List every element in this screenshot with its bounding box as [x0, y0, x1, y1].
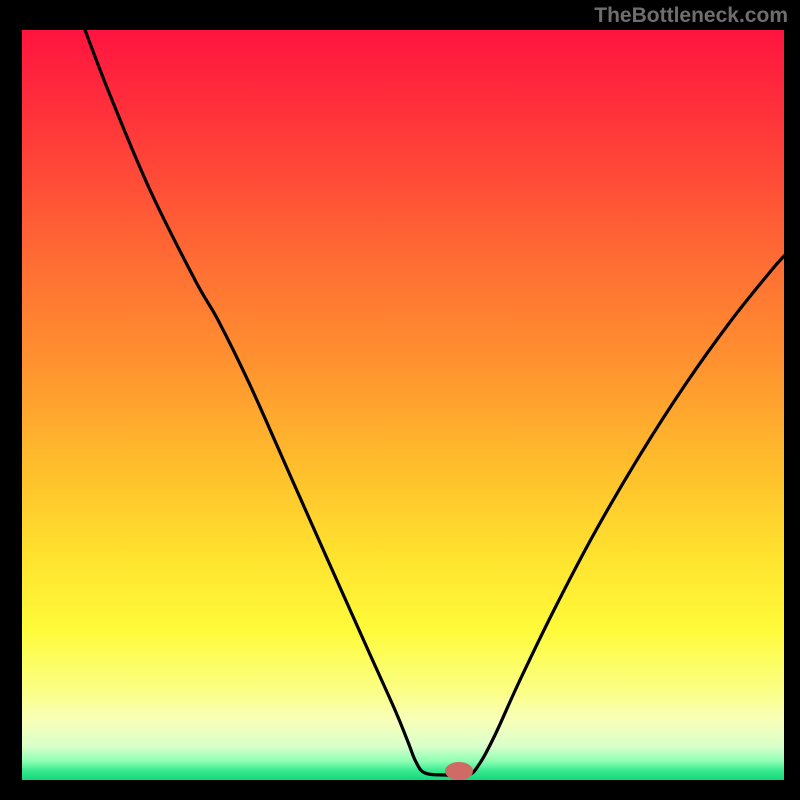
bottleneck-chart	[0, 0, 800, 800]
attribution-label: TheBottleneck.com	[594, 4, 788, 28]
gradient-background	[22, 30, 784, 780]
chart-frame	[0, 0, 800, 800]
sweet-spot-marker	[445, 762, 473, 780]
